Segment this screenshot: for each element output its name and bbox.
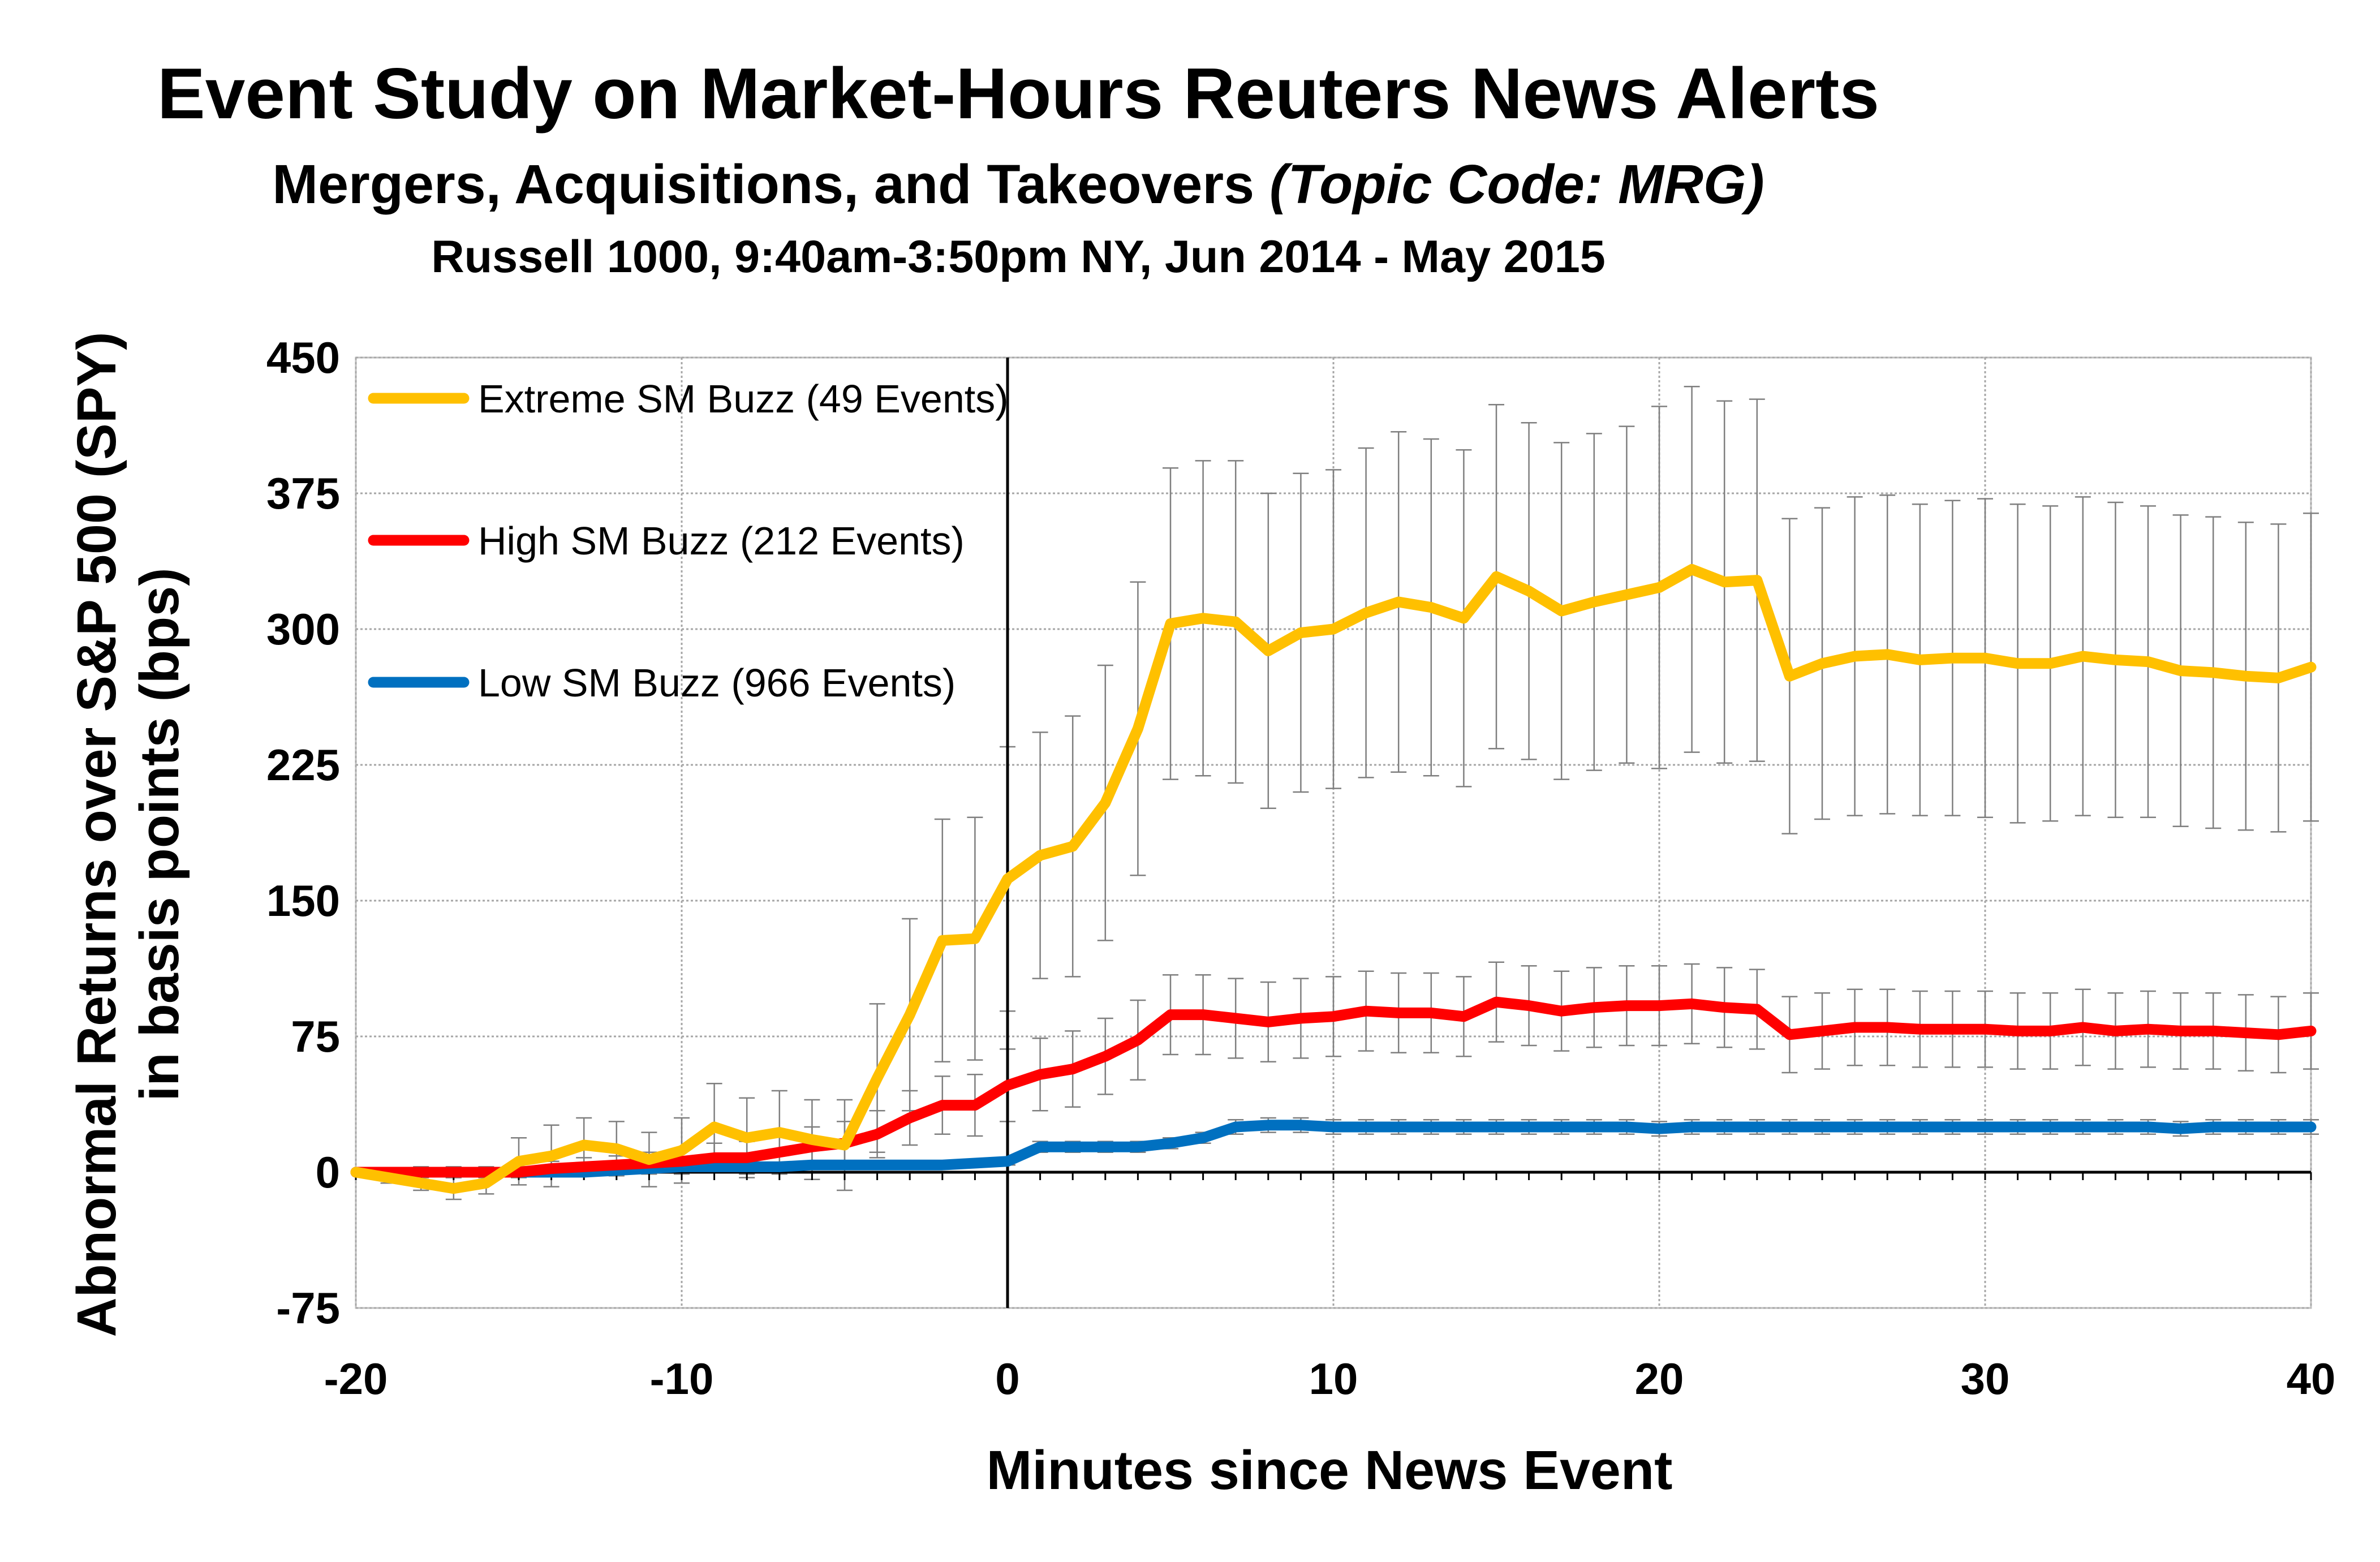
y-tick-label: 75 [291, 1012, 340, 1061]
y-tick-label: 375 [266, 468, 340, 518]
series-lines [350, 563, 2317, 1194]
x-tick-label: 30 [1961, 1354, 2010, 1404]
chart-subtitle-2: Russell 1000, 9:40am-3:50pm NY, Jun 2014… [431, 231, 1606, 282]
y-axis-label-line1: Abnormal Returns over S&P 500 (SPY) [66, 332, 127, 1337]
x-axis-label: Minutes since News Event [987, 1439, 1673, 1501]
series-line [350, 1120, 2317, 1178]
error-bars [380, 385, 2319, 1200]
x-tick-label: 10 [1309, 1354, 1358, 1404]
x-tick-label: 40 [2287, 1354, 2336, 1404]
x-tick-label: 0 [995, 1354, 1019, 1404]
series-line [350, 563, 2317, 1194]
x-tick-label: 20 [1635, 1354, 1684, 1404]
chart-subtitle: Mergers, Acquisitions, and Takeovers (To… [0, 153, 2037, 216]
x-tick-label: -10 [650, 1354, 714, 1404]
y-tick-label: 300 [266, 604, 340, 654]
y-tick-label: 150 [266, 876, 340, 926]
series-line [350, 996, 2317, 1178]
legend-label: High SM Buzz (212 Events) [478, 519, 965, 563]
y-tick-label: -75 [276, 1283, 340, 1333]
x-tick-label: -20 [324, 1354, 388, 1404]
legend-label: Low SM Buzz (966 Events) [478, 661, 956, 705]
y-tick-label: 0 [316, 1147, 340, 1197]
tick-labels: -75 0 75 150 225 300 375 450 -20 -10 0 10 20 30 40 [266, 333, 2336, 1404]
legend-label: Extreme SM Buzz (49 Events) [478, 377, 1009, 421]
y-tick-label: 450 [266, 333, 340, 382]
axes [355, 358, 2312, 1308]
chart-title: Event Study on Market-Hours Reuters News… [157, 53, 1880, 134]
y-tick-label: 225 [266, 740, 340, 790]
legend: Extreme SM Buzz (49 Events) High SM Buzz … [368, 377, 1009, 705]
y-axis-label-line2: in basis points (bps) [128, 567, 190, 1101]
chart-subtitle-topic: (Topic Code: MRG) [1269, 153, 1764, 215]
chart-subtitle-main: Mergers, Acquisitions, and Takeovers [272, 153, 1270, 215]
